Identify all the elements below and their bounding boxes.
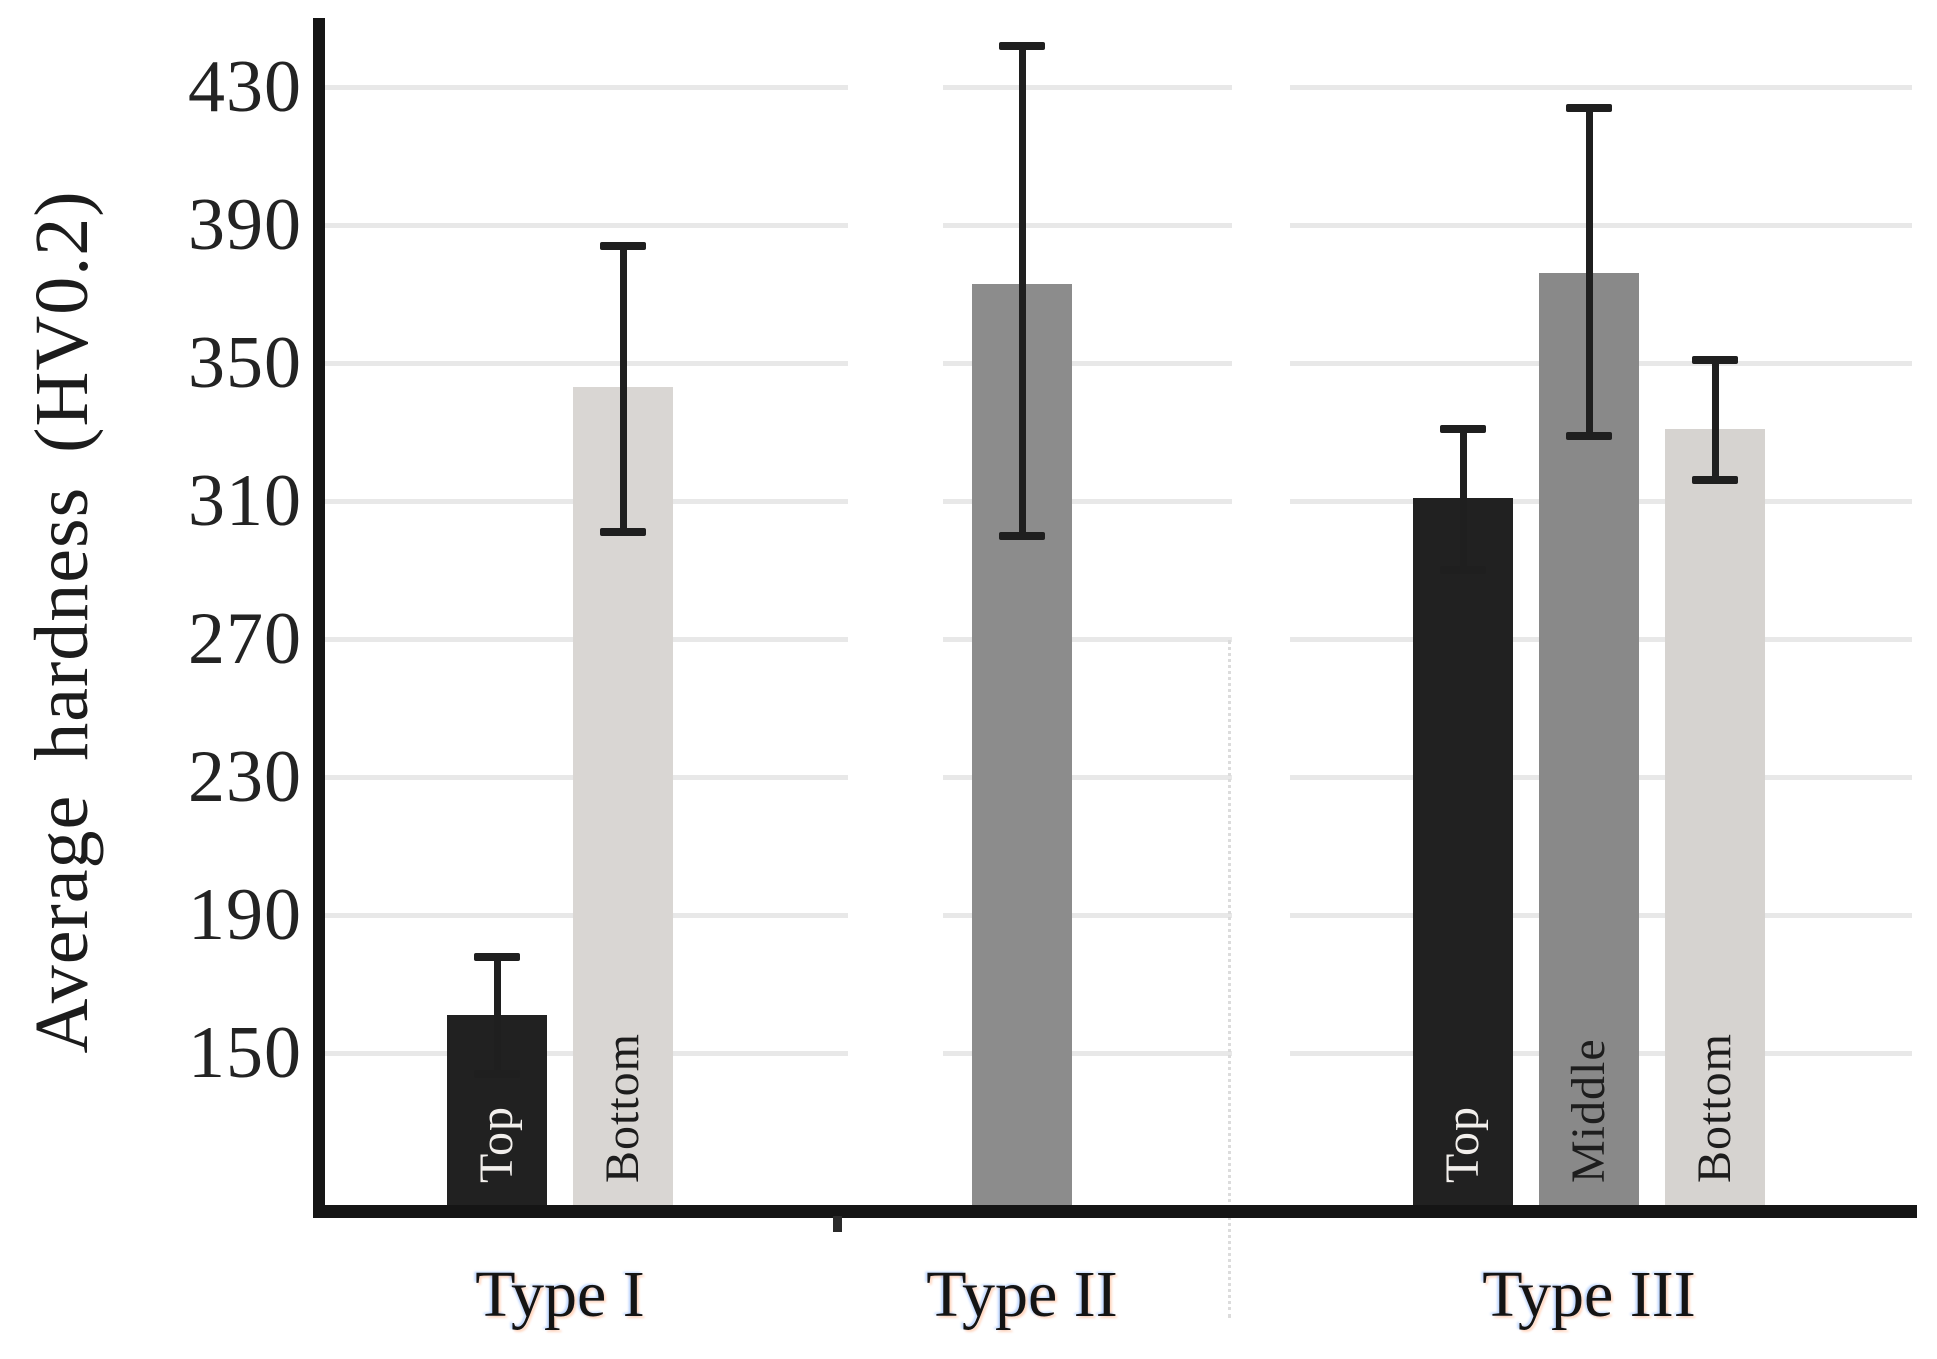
y-tick-label-230: 230 xyxy=(188,736,302,819)
x-axis-subtick xyxy=(833,1216,842,1232)
bar-type-iii-bottom xyxy=(1665,428,1765,1205)
error-bar-stem-type-i-top xyxy=(493,956,501,1074)
bar-type-iii-top xyxy=(1413,497,1513,1205)
y-tick-label-390: 390 xyxy=(188,184,302,267)
error-bar-stem-type-ii-bar xyxy=(1018,45,1026,536)
gridline-190 xyxy=(325,912,1912,918)
gridline-430 xyxy=(325,84,1912,90)
gridline-150 xyxy=(325,1050,1912,1056)
error-bar-stem-type-iii-top xyxy=(1459,428,1467,571)
error-bar-stem-type-iii-middle xyxy=(1585,107,1593,436)
error-bar-top-cap-type-iii-top xyxy=(1440,424,1486,433)
x-category-label-type-i: Type I xyxy=(475,1258,645,1331)
error-bar-bottom-cap-type-iii-bottom xyxy=(1692,476,1738,485)
y-tick-label-350: 350 xyxy=(188,322,302,405)
bar-inner-label-type-iii-middle: Middle xyxy=(1562,1038,1615,1183)
error-bar-stem-type-iii-bottom xyxy=(1711,359,1719,481)
x-category-label-type-ii: Type II xyxy=(926,1258,1118,1331)
y-tick-label-270: 270 xyxy=(188,598,302,681)
y-tick-label-310: 310 xyxy=(188,460,302,543)
y-axis-line xyxy=(313,18,325,1218)
gridline-390 xyxy=(325,222,1912,228)
gridline-350 xyxy=(325,360,1912,366)
x-axis-line xyxy=(313,1205,1917,1218)
y-tick-label-190: 190 xyxy=(188,874,302,957)
panel-seam-2 xyxy=(1232,18,1290,1205)
gridline-270 xyxy=(325,636,1912,642)
scan-artifact-line xyxy=(1228,640,1231,1318)
error-bar-bottom-cap-type-i-top xyxy=(474,1069,520,1078)
bar-inner-label-type-i-bottom: Bottom xyxy=(596,1032,649,1183)
error-bar-bottom-cap-type-iii-top xyxy=(1440,566,1486,575)
gridline-230 xyxy=(325,774,1912,780)
bar-inner-label-type-i-top: Top xyxy=(470,1106,523,1183)
y-tick-label-430: 430 xyxy=(188,46,302,128)
panel-seam-1 xyxy=(848,18,943,1205)
error-bar-bottom-cap-type-iii-middle xyxy=(1566,431,1612,440)
bar-inner-label-type-iii-bottom: Bottom xyxy=(1688,1032,1741,1183)
y-tick-label-150: 150 xyxy=(188,1012,302,1095)
x-category-label-type-iii: Type III xyxy=(1482,1258,1696,1331)
gridline-310 xyxy=(325,498,1912,504)
error-bar-top-cap-type-i-bottom xyxy=(600,241,646,250)
error-bar-bottom-cap-type-i-bottom xyxy=(600,528,646,537)
error-bar-top-cap-type-iii-bottom xyxy=(1692,355,1738,364)
error-bar-top-cap-type-iii-middle xyxy=(1566,103,1612,112)
error-bar-top-cap-type-ii-bar xyxy=(999,41,1045,50)
error-bar-top-cap-type-i-top xyxy=(474,952,520,961)
error-bar-bottom-cap-type-ii-bar xyxy=(999,531,1045,540)
bar-inner-label-type-iii-top: Top xyxy=(1436,1106,1489,1183)
error-bar-stem-type-i-bottom xyxy=(619,245,627,533)
